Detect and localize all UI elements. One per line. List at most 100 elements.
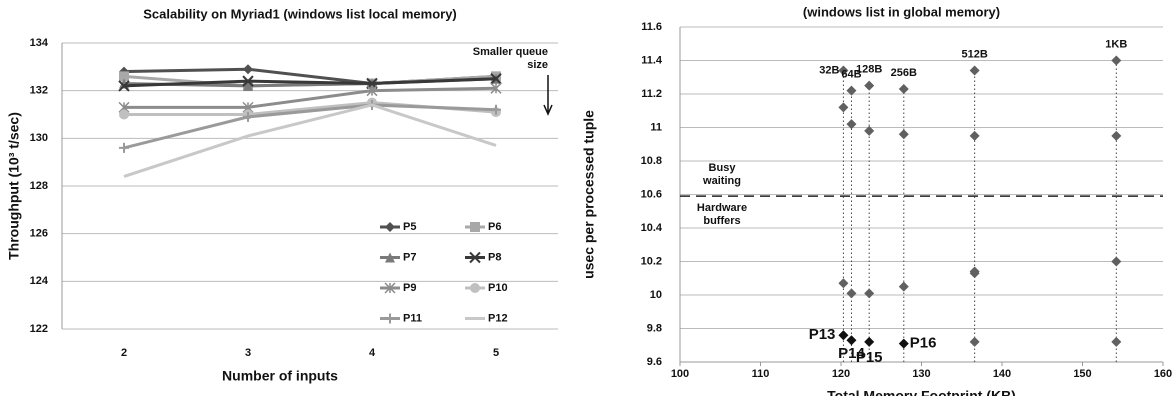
- marker: [969, 336, 980, 347]
- x-tick-label: 150: [1073, 368, 1091, 380]
- annotation: Hardware buffers: [697, 202, 747, 227]
- marker: [242, 75, 254, 87]
- marker: [846, 288, 857, 299]
- x-tick-label: 130: [912, 368, 930, 380]
- marker: [384, 282, 396, 294]
- marker: [1111, 256, 1122, 267]
- marker: [469, 251, 481, 264]
- y-tick-label: 9.8: [647, 322, 662, 334]
- marker: [969, 268, 980, 279]
- x-tick-label: 160: [1154, 368, 1172, 380]
- chart-title: (windows list in global memory): [803, 4, 1000, 19]
- marker: [1111, 336, 1122, 347]
- marker: [491, 104, 501, 115]
- x-tick-label: 110: [752, 368, 770, 380]
- y-tick-label: 130: [30, 132, 48, 144]
- marker: [898, 129, 909, 140]
- marker: [243, 64, 253, 75]
- series-line: [123, 77, 497, 88]
- marker: [470, 283, 480, 293]
- annotation-line: Busy: [709, 162, 737, 174]
- marker: [969, 130, 980, 141]
- y-axis-label: Throughput (10³ t/sec): [6, 112, 22, 260]
- marker: [838, 102, 849, 113]
- legend-label: P7: [403, 251, 416, 263]
- series-line: [123, 103, 497, 150]
- marker: [243, 80, 253, 91]
- marker: [385, 313, 395, 324]
- point-label: P14: [838, 345, 865, 362]
- annotation: Busy waiting: [702, 162, 741, 187]
- annotation-line: Smaller queue: [473, 46, 548, 58]
- legend-label: P6: [488, 221, 501, 233]
- marker: [969, 65, 980, 76]
- y-tick-label: 10.8: [641, 155, 662, 167]
- marker: [1111, 130, 1122, 141]
- marker: [1111, 55, 1122, 66]
- marker: [119, 109, 129, 120]
- marker: [385, 252, 395, 263]
- legend-label: P9: [403, 282, 416, 294]
- x-tick-label: 140: [993, 368, 1011, 380]
- legend-label: P11: [403, 312, 422, 324]
- x-axis-label: Number of inputs: [222, 368, 338, 384]
- marker: [490, 82, 502, 94]
- annotation-line: size: [527, 59, 548, 71]
- y-tick-label: 132: [30, 85, 48, 97]
- annotation-line: Hardware: [697, 202, 747, 214]
- marker: [864, 288, 875, 299]
- annotation-line: waiting: [702, 175, 741, 187]
- x-tick-label: 120: [832, 368, 850, 380]
- point-label: P15: [856, 349, 883, 366]
- y-tick-label: 10.4: [641, 222, 663, 234]
- marker: [864, 336, 875, 347]
- series-line: [124, 86, 497, 109]
- y-axis-label: usec per processed tuple: [581, 110, 597, 279]
- x-axis-label: Total Memory Footprint (KB): [827, 388, 1016, 396]
- marker: [119, 71, 129, 82]
- marker: [243, 111, 253, 122]
- marker: [385, 222, 395, 232]
- x-tick-label: 4: [369, 347, 376, 359]
- y-tick-label: 11.2: [641, 88, 662, 100]
- y-tick-label: 124: [30, 275, 49, 287]
- marker: [838, 65, 849, 76]
- group-label: 1KB: [1105, 38, 1127, 50]
- marker: [490, 73, 502, 85]
- marker: [846, 119, 857, 130]
- x-tick-label: 2: [121, 347, 127, 359]
- marker: [846, 85, 857, 96]
- group-label: 128B: [856, 64, 882, 76]
- marker: [119, 142, 129, 153]
- group-label: 256B: [891, 67, 917, 79]
- legend-label: P5: [403, 221, 416, 233]
- marker: [898, 281, 909, 292]
- legend-label: P12: [488, 312, 508, 324]
- group-label: 32B: [819, 64, 839, 76]
- marker: [366, 85, 378, 97]
- y-tick-label: 10: [650, 289, 662, 301]
- marker: [864, 125, 875, 136]
- annotation-arrow: [543, 75, 553, 116]
- series-line: [123, 103, 497, 178]
- y-tick-label: 128: [30, 180, 48, 192]
- marker: [838, 278, 849, 289]
- x-tick-label: 5: [493, 347, 499, 359]
- y-tick-label: 10.2: [641, 255, 662, 267]
- marker: [118, 80, 130, 92]
- x-tick-label: 100: [671, 368, 689, 380]
- y-tick-label: 11.4: [641, 54, 663, 66]
- marker: [898, 83, 909, 94]
- point-label: P16: [910, 335, 937, 352]
- y-tick-label: 122: [30, 323, 48, 335]
- marker: [846, 335, 857, 346]
- legend-label: P10: [488, 282, 508, 294]
- point-label: P13: [809, 326, 836, 343]
- y-tick-label: 134: [30, 37, 49, 49]
- x-tick-label: 3: [245, 347, 251, 359]
- group-label: 64B: [841, 69, 861, 81]
- y-tick-label: 126: [30, 228, 48, 240]
- chart-title: Scalability on Myriad1 (windows list loc…: [143, 6, 457, 21]
- y-tick-label: 11: [650, 121, 662, 133]
- annotation: Smaller queue size: [473, 46, 548, 71]
